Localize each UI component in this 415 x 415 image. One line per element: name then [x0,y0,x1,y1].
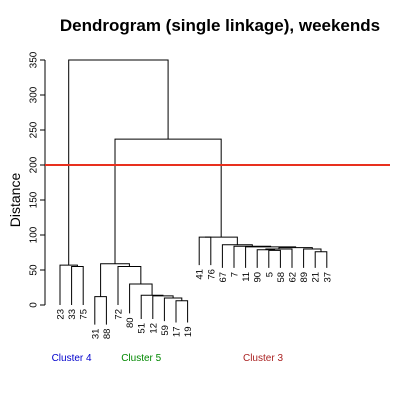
dendrogram-branch [175,300,189,323]
dendrogram-branch [314,251,328,268]
leaf-label: 76 [206,269,217,280]
leaf-label: 5 [264,272,275,277]
leaf-label: 67 [218,272,229,283]
dendrogram-branch [140,294,164,319]
leaf-label: 23 [56,309,67,320]
y-tick-label: 100 [29,226,40,243]
leaf-label: 11 [241,272,252,282]
y-tick-label: 50 [29,264,40,276]
leaf-label: 59 [160,325,171,336]
dendrogram-branches [59,59,328,325]
cluster-label: Cluster 4 [52,353,92,364]
dendrogram-branch [152,295,174,319]
leaf-label: 12 [148,323,159,334]
leaf-label: 41 [195,269,206,280]
leaf-label: 19 [183,327,194,338]
leaf-label: 33 [67,309,78,320]
cluster-label: Cluster 5 [121,353,161,364]
leaf-label: 89 [299,272,310,283]
dendrogram-branch [265,248,293,268]
y-axis-label: Distance [7,173,23,228]
dendrogram-branch [68,59,169,266]
dendrogram-branch [94,296,107,325]
dendrogram-branch [221,244,253,268]
chart-title: Dendrogram (single linkage), weekends [60,16,380,35]
leaf-label: 58 [276,272,287,283]
y-tick-label: 0 [29,302,40,308]
leaf-label: 31 [90,329,101,340]
dendrogram-branch [256,249,276,268]
y-tick-label: 200 [29,156,40,173]
dendrogram-branch [163,297,183,322]
leaf-label: 21 [311,272,322,283]
leaf-label: 80 [125,317,136,328]
y-axis: 0 50 100 150 200 250 300 350 [29,51,46,308]
dendrogram-branch [59,264,78,305]
y-tick-label: 300 [29,86,40,103]
cluster-label: Cluster 3 [243,353,283,364]
leaf-label: 88 [102,329,113,340]
leaf-label: 72 [114,309,125,320]
y-tick-label: 150 [29,191,40,208]
dendrogram-branch [268,249,281,268]
leaf-label: 62 [288,272,299,283]
leaf-label: 75 [79,309,90,320]
dendrogram-branch [71,266,84,305]
dendrogram-branch [205,236,238,245]
leaf-label: 37 [322,272,333,283]
cluster-labels: Cluster 4 Cluster 5 Cluster 3 [52,353,284,364]
leaf-label: 7 [230,272,241,277]
y-tick-label: 250 [29,121,40,138]
dendrogram-branch [100,263,130,297]
leaf-label: 17 [172,327,183,338]
dendrogram-branch [198,236,212,266]
leaf-label: 51 [137,323,148,334]
dendrogram-branch [114,138,222,264]
y-tick-label: 350 [29,51,40,68]
leaf-label: 90 [253,272,264,283]
